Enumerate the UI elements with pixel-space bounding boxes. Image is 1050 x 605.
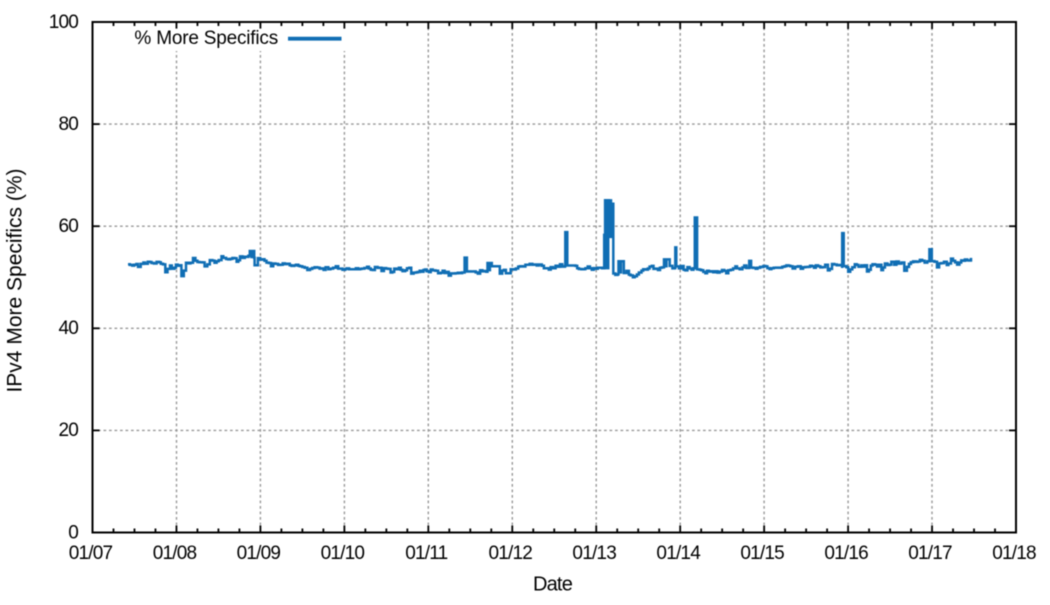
- svg-text:01/15: 01/15: [740, 543, 784, 564]
- svg-text:01/09: 01/09: [237, 543, 281, 564]
- svg-text:60: 60: [58, 216, 78, 237]
- svg-text:80: 80: [58, 114, 78, 135]
- svg-text:01/18: 01/18: [992, 543, 1036, 564]
- svg-text:01/14: 01/14: [656, 543, 701, 564]
- svg-text:01/10: 01/10: [321, 543, 365, 564]
- svg-text:100: 100: [49, 12, 79, 33]
- svg-text:20: 20: [58, 420, 78, 441]
- svg-text:01/07: 01/07: [69, 543, 113, 564]
- svg-text:01/12: 01/12: [489, 543, 533, 564]
- svg-text:01/11: 01/11: [405, 543, 447, 564]
- svg-text:01/16: 01/16: [824, 543, 868, 564]
- svg-text:01/17: 01/17: [908, 543, 952, 564]
- svg-text:01/13: 01/13: [572, 543, 616, 564]
- svg-text:01/08: 01/08: [153, 543, 197, 564]
- svg-text:% More Specifics: % More Specifics: [134, 28, 278, 49]
- svg-text:IPv4 More Specifics (%): IPv4 More Specifics (%): [4, 168, 27, 392]
- svg-text:0: 0: [68, 522, 78, 543]
- svg-text:Date: Date: [533, 573, 573, 595]
- svg-text:40: 40: [58, 318, 78, 339]
